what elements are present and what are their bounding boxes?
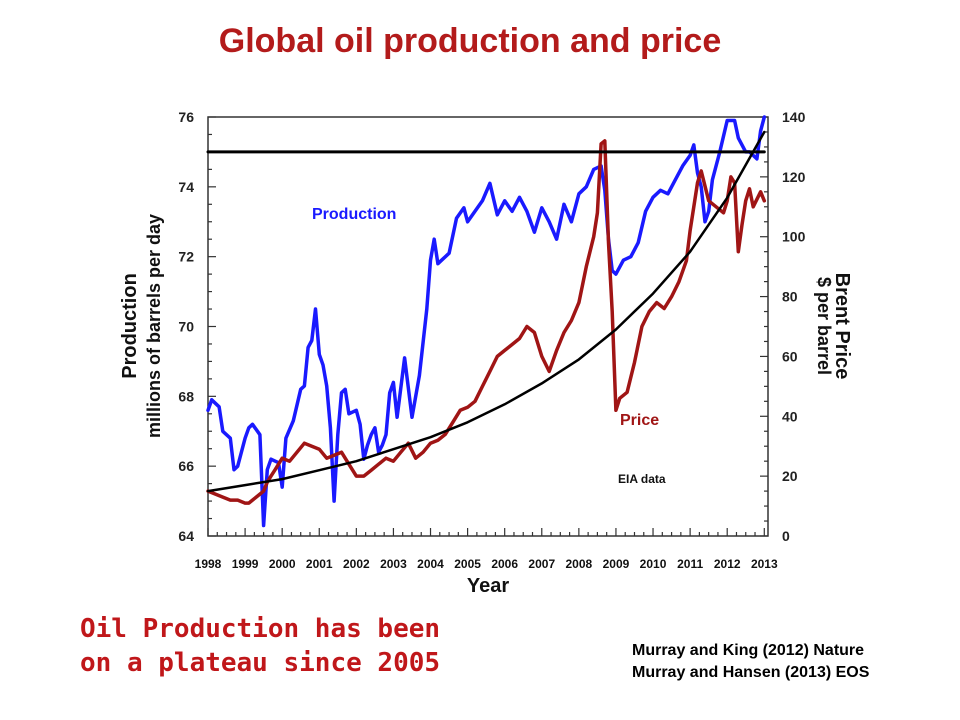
right-tick-label: 20 bbox=[782, 468, 798, 484]
price-series-label: Price bbox=[620, 412, 659, 429]
x-tick-label: 2013 bbox=[751, 557, 778, 571]
price-line bbox=[206, 139, 767, 505]
reference-1: Murray and King (2012) Nature bbox=[632, 642, 865, 659]
right-tick-label: 100 bbox=[782, 229, 806, 245]
trend-curve bbox=[206, 130, 766, 493]
x-tick-label: 2010 bbox=[640, 557, 667, 571]
references: Murray and King (2012) Nature Murray and… bbox=[632, 640, 869, 684]
x-tick-label: 2011 bbox=[677, 557, 703, 571]
x-tick-label: 2009 bbox=[603, 557, 630, 571]
right-axis-title: Brent Price bbox=[831, 273, 853, 380]
left-tick-label: 66 bbox=[178, 458, 194, 474]
source-annotation: EIA data bbox=[618, 472, 666, 486]
right-tick-label: 60 bbox=[782, 348, 798, 364]
x-tick-label: 2008 bbox=[566, 557, 593, 571]
right-tick-label: 120 bbox=[782, 169, 806, 185]
plot-frame bbox=[207, 116, 769, 537]
right-tick-label: 40 bbox=[782, 408, 798, 424]
caption: Oil Production has been on a plateau sin… bbox=[80, 612, 440, 680]
left-tick-label: 74 bbox=[178, 179, 194, 195]
caption-line-1: Oil Production has been bbox=[80, 614, 441, 644]
left-axis-title: Production bbox=[119, 273, 141, 379]
x-tick-label: 2012 bbox=[714, 557, 741, 571]
left-tick-label: 68 bbox=[178, 388, 194, 404]
caption-line-2: on a plateau since 2005 bbox=[80, 648, 441, 678]
x-tick-label: 2003 bbox=[380, 557, 407, 571]
x-tick-label: 2005 bbox=[454, 557, 481, 571]
x-tick-label: 2007 bbox=[528, 557, 555, 571]
left-tick-label: 76 bbox=[178, 109, 194, 125]
x-tick-label: 1999 bbox=[232, 557, 259, 571]
x-tick-label: 2004 bbox=[417, 557, 444, 571]
right-axis-subtitle: $ per barrel bbox=[814, 277, 834, 375]
reference-2: Murray and Hansen (2013) EOS bbox=[632, 664, 870, 681]
right-tick-label: 0 bbox=[782, 528, 790, 544]
label-layer: 64 66 68 70 72 74 76 0 20 40 60 80 100 120 140 1998 1999… bbox=[119, 109, 853, 597]
left-tick-label: 72 bbox=[178, 249, 194, 265]
production-line bbox=[206, 115, 767, 528]
right-tick-label: 80 bbox=[782, 289, 798, 305]
left-tick-label: 70 bbox=[178, 319, 194, 335]
axes-layer bbox=[207, 116, 769, 537]
x-axis-title: Year bbox=[467, 575, 509, 597]
x-tick-label: 1998 bbox=[195, 557, 222, 571]
x-tick-label: 2002 bbox=[343, 557, 370, 571]
x-tick-label: 2006 bbox=[491, 557, 518, 571]
x-tick-label: 2001 bbox=[306, 557, 333, 571]
series-layer bbox=[206, 115, 767, 528]
left-axis-subtitle: millions of barrels per day bbox=[144, 214, 164, 438]
production-series-label: Production bbox=[312, 206, 396, 223]
left-tick-label: 64 bbox=[178, 528, 194, 544]
x-tick-label: 2000 bbox=[269, 557, 296, 571]
right-tick-label: 140 bbox=[782, 109, 806, 125]
chart-title: Global oil production and price bbox=[218, 22, 722, 60]
